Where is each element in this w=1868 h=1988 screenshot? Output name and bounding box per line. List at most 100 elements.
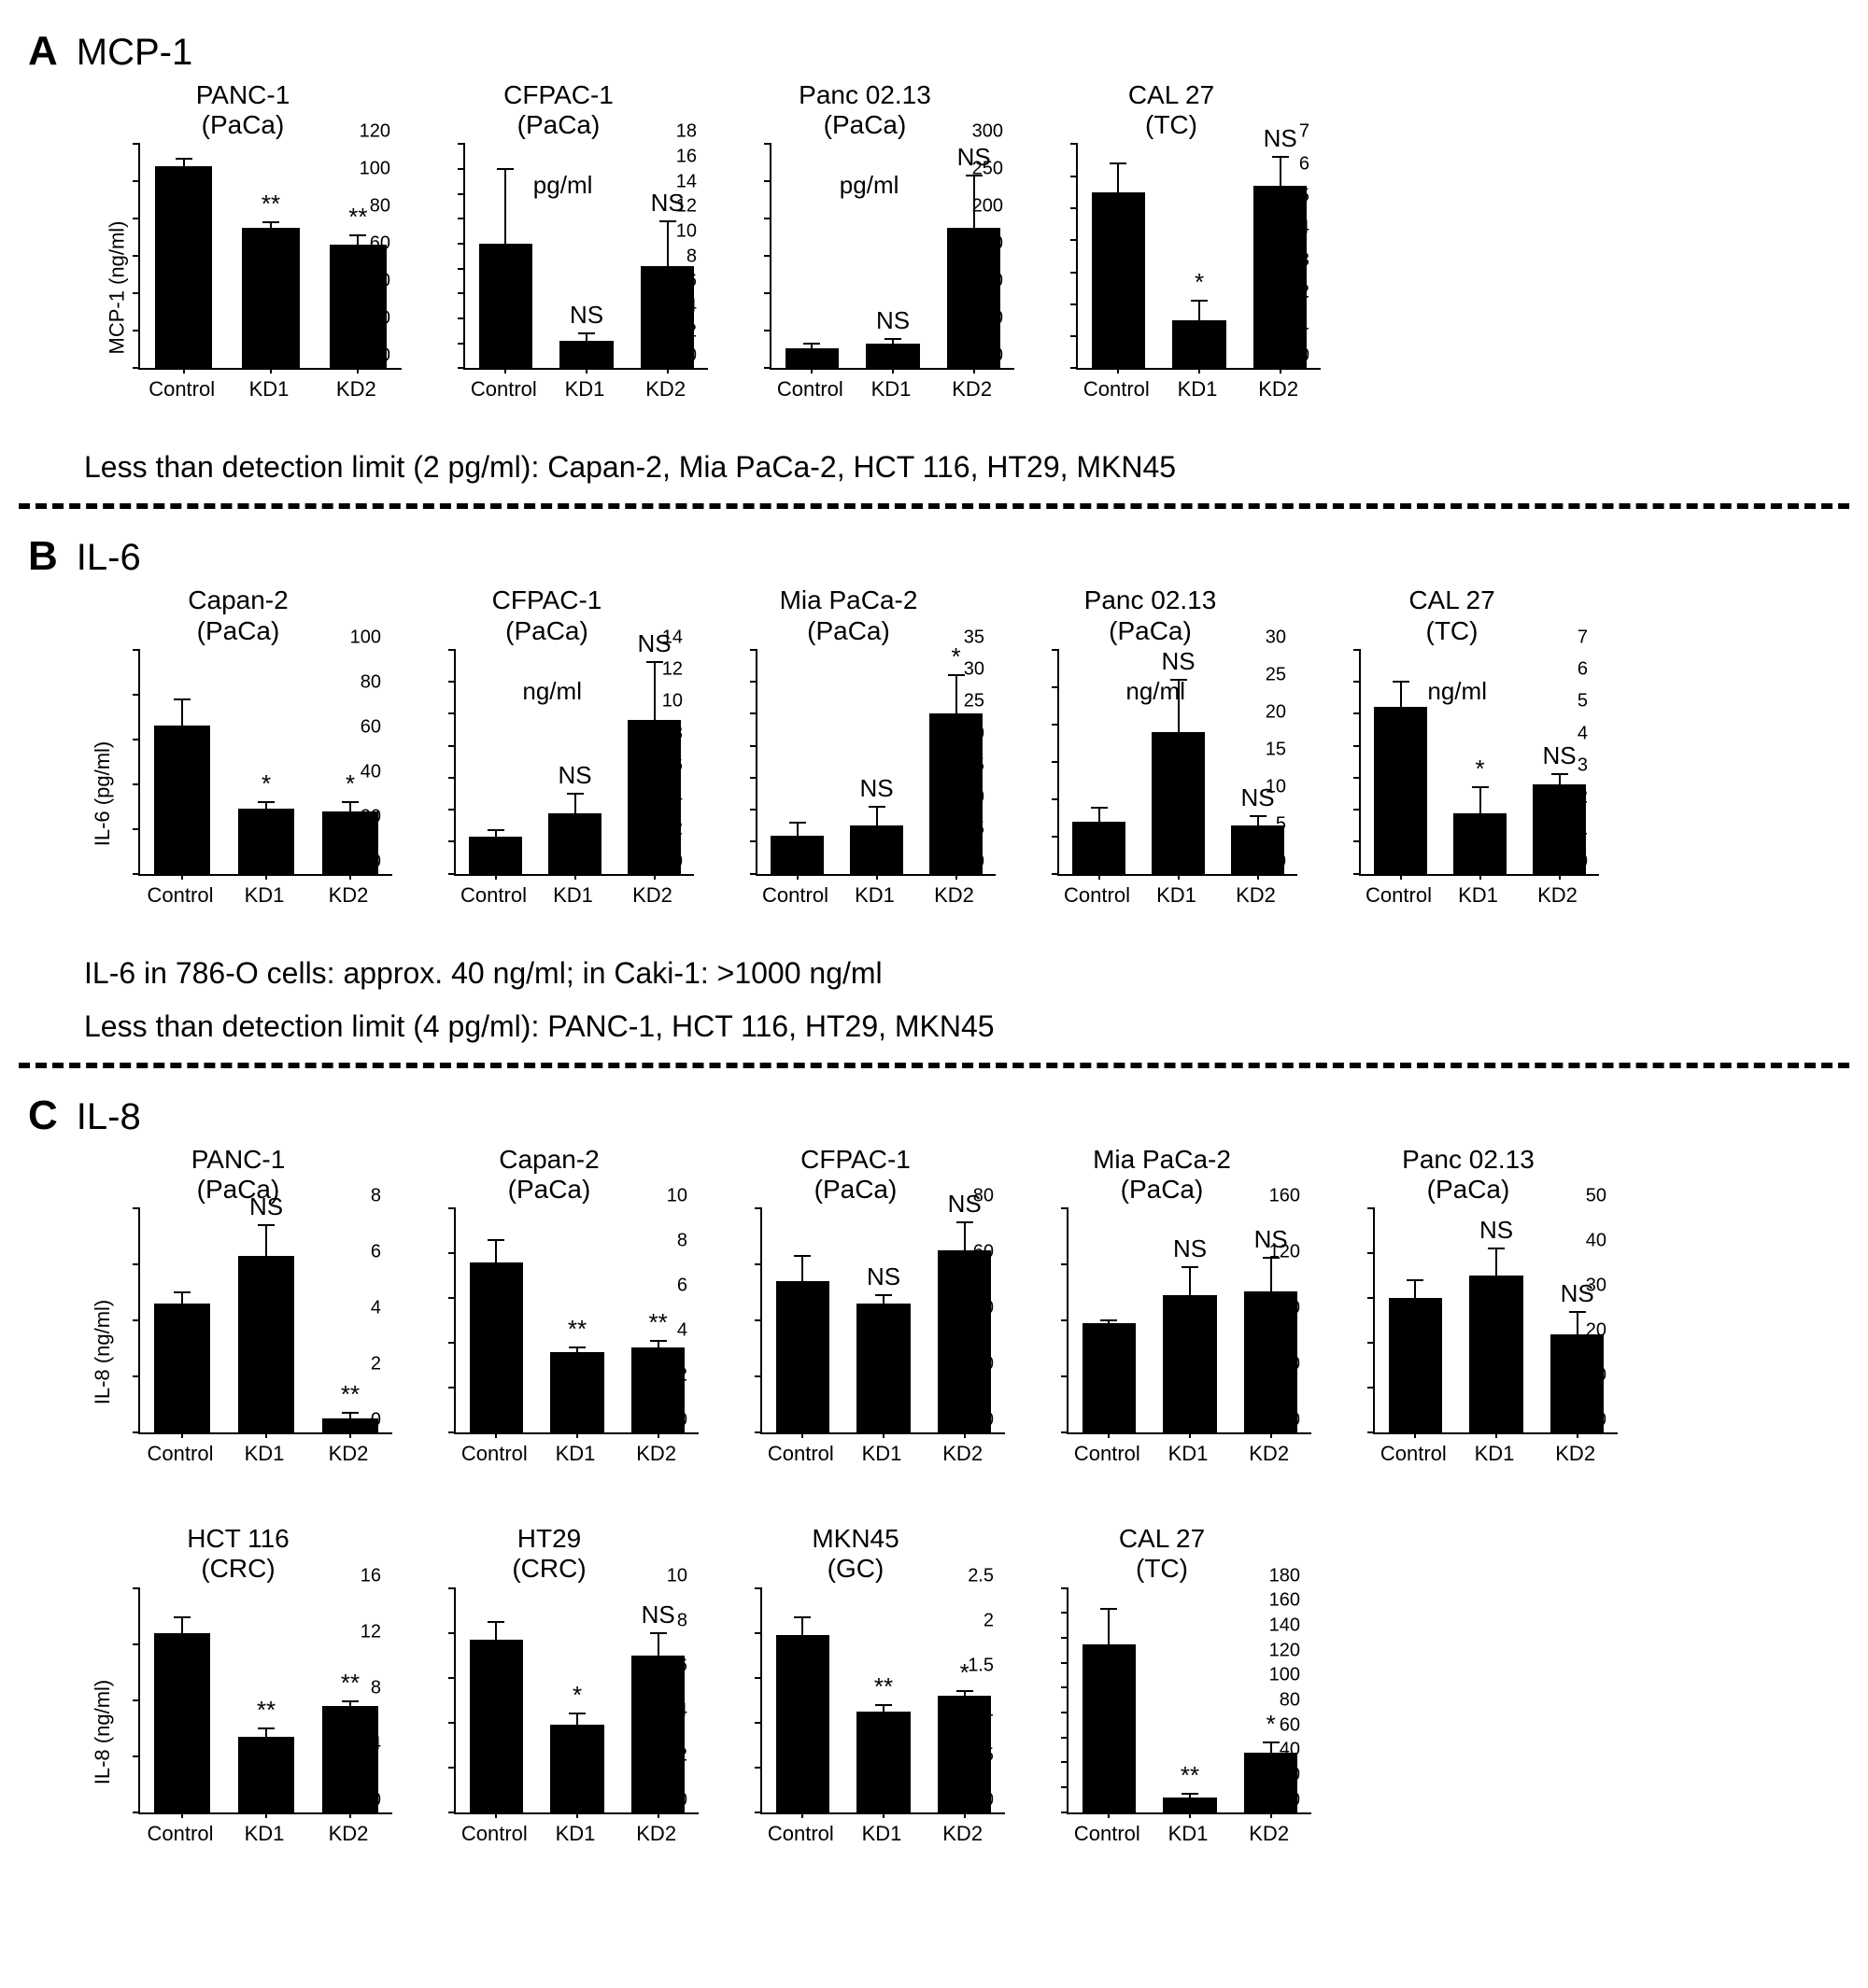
significance-label: NS (1542, 741, 1576, 770)
chart-title-line2: (TC) (1408, 616, 1494, 646)
chart-title-line1: Capan-2 (188, 585, 288, 615)
significance-label: NS (570, 301, 603, 330)
x-label: KD1 (1156, 883, 1196, 908)
error-cap (869, 806, 885, 808)
bar (154, 1633, 209, 1812)
y-tick-label: 7 (1578, 627, 1588, 648)
error-cap (258, 801, 275, 803)
y-tick (1353, 809, 1361, 811)
error-cap (176, 158, 192, 160)
y-tick (448, 873, 456, 875)
y-tick (448, 1587, 456, 1589)
significance-label: NS (876, 306, 910, 335)
significance-label: NS (957, 143, 991, 172)
x-label: KD1 (1168, 1442, 1209, 1466)
panel-C: CIL-8PANC-1(PaCa)IL-8 (ng/ml)02468NS**Co… (19, 1093, 1849, 1876)
chart-title-line1: PANC-1 (191, 1145, 286, 1175)
error-cap (1272, 156, 1289, 158)
bar (1374, 707, 1426, 873)
y-tick (458, 343, 465, 345)
x-label: KD1 (245, 1442, 285, 1466)
x-label: Control (1074, 1442, 1140, 1466)
bar (631, 1656, 685, 1812)
x-label: KD2 (1258, 377, 1298, 402)
error-cap (174, 1291, 191, 1293)
plot-area: 020406080100120140160180*** (1067, 1588, 1311, 1814)
plot-area: 05101520253035NS* (756, 650, 996, 876)
significance-label: NS (249, 1192, 283, 1221)
chart-title-line2: (CRC) (187, 1554, 289, 1584)
x-label: KD2 (942, 1442, 983, 1466)
plot-area: 020406080100120**** (138, 144, 402, 370)
y-tick (448, 1207, 456, 1209)
y-tick (750, 777, 757, 779)
error-cap (1551, 773, 1568, 775)
y-tick-label: 4 (677, 1320, 687, 1342)
significance-label: * (346, 769, 355, 798)
y-tick (755, 1632, 762, 1634)
y-tick (1061, 1737, 1068, 1739)
section-divider (19, 503, 1849, 509)
chart-title: HT29(CRC) (512, 1524, 586, 1584)
unit-note: ng/ml (1427, 677, 1487, 706)
significance-label: NS (1240, 783, 1274, 812)
y-tick (458, 317, 465, 319)
y-tick-label: 300 (972, 121, 1003, 143)
error-cap (1091, 807, 1108, 809)
bar (1163, 1295, 1216, 1432)
bar (856, 1304, 910, 1432)
y-tick-label: 4 (1578, 723, 1588, 744)
error-cap (1407, 1279, 1423, 1281)
y-tick-label: 160 (1269, 1186, 1300, 1207)
panel-letter: C (28, 1093, 58, 1139)
chart-title: PANC-1(PaCa) (196, 80, 290, 140)
y-tick (448, 1342, 456, 1344)
y-tick (448, 1387, 456, 1389)
y-tick-label: 12 (662, 659, 683, 681)
chart-title-line2: (PaCa) (1402, 1175, 1535, 1205)
error-bar (964, 1222, 966, 1250)
chart-area: MCP-1 (ng/ml)020406080100120****ControlK… (84, 144, 402, 431)
y-tick-label: 6 (677, 1276, 687, 1297)
bar (322, 1418, 377, 1432)
y-tick (1070, 207, 1078, 209)
error-cap (488, 829, 504, 831)
x-label: Control (148, 883, 214, 908)
significance-label: * (951, 642, 960, 671)
chart-title-line2: (TC) (1128, 110, 1214, 140)
plot-area: 0246810**** (454, 1208, 699, 1434)
error-bar (1270, 1258, 1272, 1291)
y-tick (1367, 1207, 1375, 1209)
y-tick (133, 218, 140, 219)
significance-label: * (960, 1658, 969, 1687)
y-tick (750, 745, 757, 747)
bar (238, 1737, 293, 1812)
y-axis-label: IL-6 (pg/ml) (91, 741, 115, 846)
y-tick (1061, 1686, 1068, 1688)
error-cap (1250, 815, 1267, 817)
plot-area: 024681012141618NSNSpg/ml (463, 144, 708, 370)
chart-title: Panc 02.13(PaCa) (1084, 585, 1217, 645)
y-tick (1367, 1297, 1375, 1299)
y-tick (133, 1812, 140, 1813)
chart: Panc 02.13(PaCa)051015202530NSNSng/mlCon… (1003, 585, 1297, 937)
chart: HCT 116(CRC)IL-8 (ng/ml)0481216****Contr… (84, 1524, 392, 1875)
plot-area: 020406080100** (138, 650, 392, 876)
charts-row: HCT 116(CRC)IL-8 (ng/ml)0481216****Contr… (84, 1524, 1849, 1875)
y-tick (458, 193, 465, 195)
chart-area: IL-8 (ng/ml)0481216****ControlKD1KD2 (84, 1588, 392, 1876)
chart-area: 0246810****ControlKD1KD2 (400, 1208, 699, 1496)
y-tick (458, 168, 465, 170)
y-tick (133, 1207, 140, 1209)
y-tick (448, 1812, 456, 1813)
bar (1072, 822, 1125, 874)
y-tick-label: 12 (361, 1621, 381, 1643)
y-tick (133, 783, 140, 785)
bar (154, 726, 209, 873)
significance-label: NS (859, 774, 893, 803)
x-label: KD1 (1168, 1822, 1209, 1846)
y-tick (1353, 681, 1361, 683)
x-labels: ControlKD1KD2 (756, 876, 994, 904)
error-bar (876, 807, 878, 826)
significance-label: NS (1161, 647, 1195, 676)
